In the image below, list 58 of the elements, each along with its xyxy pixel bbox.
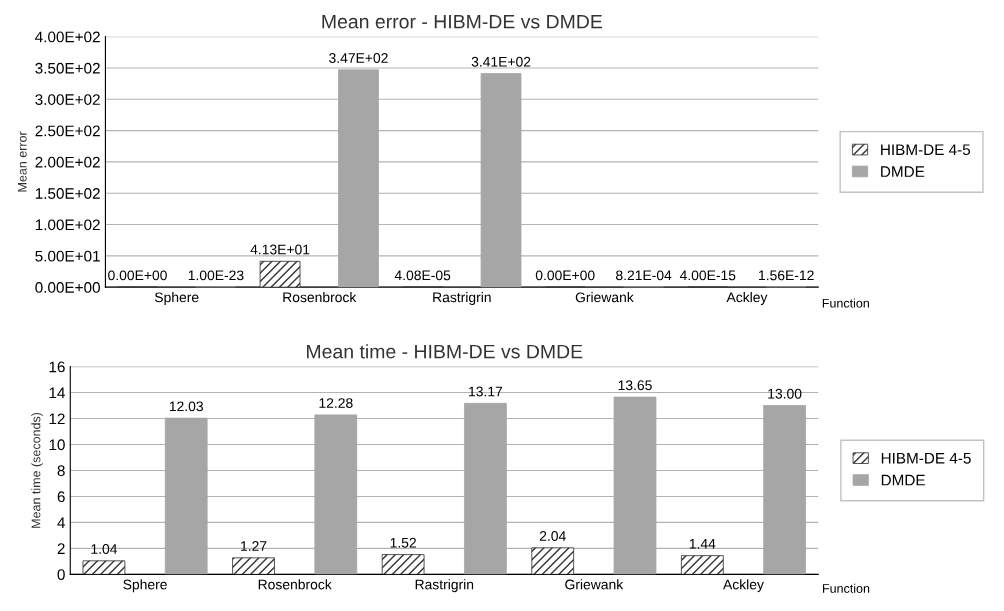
y-tick-label: 0 xyxy=(57,569,65,581)
data-label: 4.08E-05 xyxy=(394,270,451,281)
y-tick-label: 1.50E+02 xyxy=(35,188,100,199)
data-label: 1.52 xyxy=(390,537,416,548)
y-tick-label: 2.00E+02 xyxy=(35,156,100,168)
data-label: 0.00E+00 xyxy=(535,270,595,281)
y-tick-label: 5.00E+01 xyxy=(35,250,100,262)
data-label: 8.21E-04 xyxy=(616,270,672,281)
y-tick-label: 3.50E+02 xyxy=(35,62,100,74)
chart-title: Mean time - HIBM-DE vs DMDE xyxy=(307,344,583,359)
data-label: 3.41E+02 xyxy=(471,56,531,67)
y-tick-label: 14 xyxy=(49,387,65,399)
y-tick-label: 2 xyxy=(57,543,65,554)
y-tick-label: 0.00E+00 xyxy=(35,282,100,293)
data-label: 4.13E+01 xyxy=(250,244,310,255)
legend-label: DMDE xyxy=(881,474,925,486)
x-tick-label: Rosenbrock xyxy=(283,292,357,303)
data-label: 1.56E-12 xyxy=(759,270,814,281)
x-tick-label: Griewank xyxy=(565,579,624,590)
y-axis-title: Mean error xyxy=(17,131,27,192)
x-tick-label: Ackley xyxy=(726,292,768,305)
y-tick-label: 6 xyxy=(57,491,65,503)
data-label: 13.65 xyxy=(618,380,652,391)
y-tick-label: 1.00E+02 xyxy=(35,219,100,231)
chart-title: Mean error - HIBM-DE vs DMDE xyxy=(322,14,602,29)
y-tick-label: 12 xyxy=(49,413,65,425)
legend-label: HIBM-DE 4-5 xyxy=(881,144,971,156)
x-axis-title: Function xyxy=(822,298,869,308)
x-tick-label: Sphere xyxy=(123,579,167,593)
y-tick-label: 8 xyxy=(57,465,65,477)
data-label: 3.47E+02 xyxy=(329,53,388,63)
y-tick-label: 3.00E+02 xyxy=(35,94,100,105)
data-label: 2.04 xyxy=(539,531,566,541)
data-label: 1.27 xyxy=(241,541,267,551)
y-tick-label: 2.50E+02 xyxy=(35,125,100,137)
data-label: 1.04 xyxy=(91,544,118,554)
y-tick-label: 4 xyxy=(57,517,65,528)
x-tick-label: Griewank xyxy=(575,292,634,303)
legend-label: HIBM-DE 4-5 xyxy=(881,452,971,464)
x-tick-label: Rastrigrin xyxy=(415,579,474,593)
legend-label: DMDE xyxy=(881,166,925,177)
data-label: 13.00 xyxy=(768,388,802,399)
data-label: 13.17 xyxy=(469,386,503,397)
x-axis-title: Function xyxy=(823,583,870,593)
data-label: 4.00E-15 xyxy=(679,270,736,281)
y-tick-label: 16 xyxy=(49,361,65,373)
data-label: 1.00E-23 xyxy=(188,270,244,281)
data-label: 12.03 xyxy=(169,401,203,412)
data-label: 12.28 xyxy=(319,398,353,408)
y-axis-title: Mean time (seconds) xyxy=(31,412,43,528)
data-label: 1.44 xyxy=(689,539,716,549)
y-tick-label: 10 xyxy=(49,439,65,451)
x-tick-label: Rastrigrin xyxy=(433,292,491,305)
x-tick-label: Ackley xyxy=(723,579,764,593)
data-label: 0.00E+00 xyxy=(108,270,167,281)
y-tick-label: 4.00E+02 xyxy=(35,31,100,43)
x-tick-label: Rosenbrock xyxy=(258,579,332,590)
x-tick-label: Sphere xyxy=(154,292,199,305)
